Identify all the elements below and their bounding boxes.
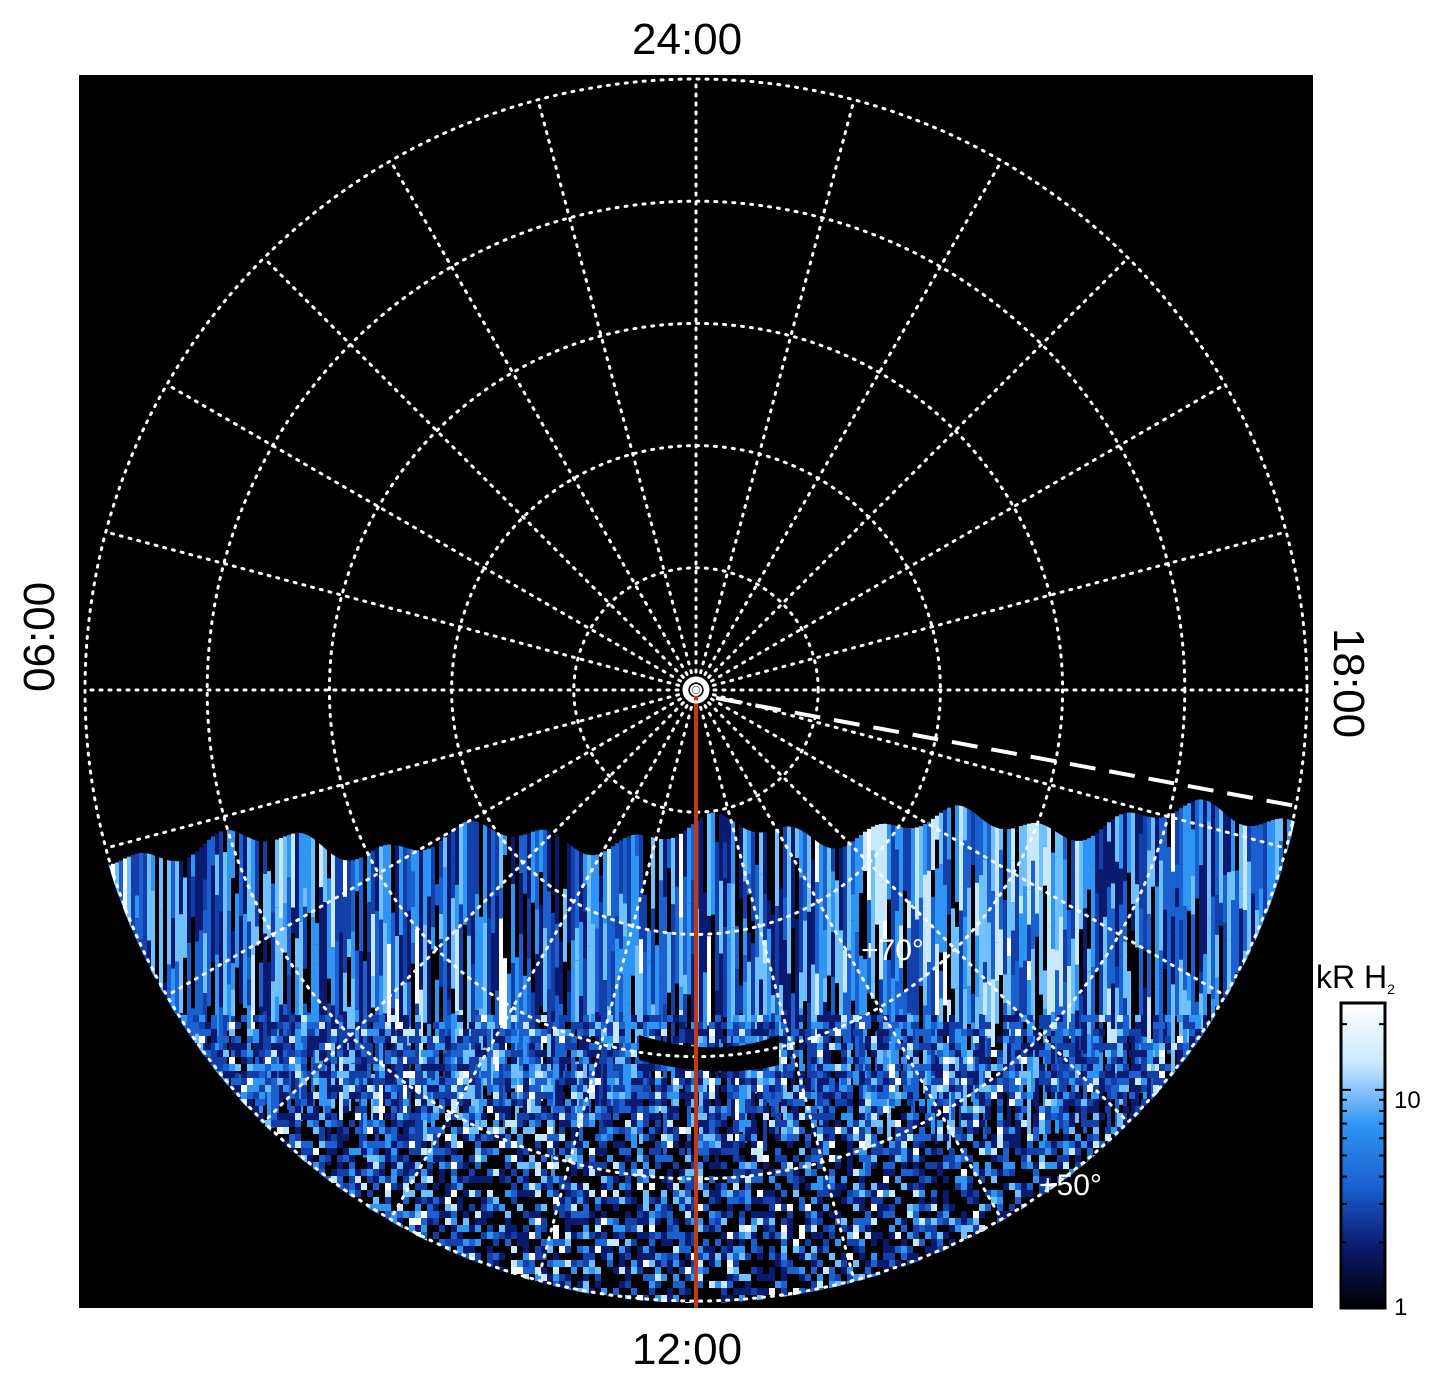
colorbar-ticks <box>1341 1023 1385 1244</box>
meridian-21 <box>262 256 698 692</box>
colorbar-tick-10: 10 <box>1394 1087 1421 1114</box>
pole-outer-ring <box>682 676 710 704</box>
meridian-11 <box>694 688 856 1282</box>
local-time-label-left: 06:00 <box>15 581 64 692</box>
meridian-14 <box>389 688 698 1221</box>
meridian-8 <box>694 688 1227 997</box>
meridian-5 <box>694 530 1288 692</box>
meridian-16 <box>165 688 698 997</box>
meridian-4 <box>694 383 1227 692</box>
meridian-13 <box>536 688 698 1282</box>
meridian-10 <box>694 688 1003 1221</box>
colorbar: kR H2 10 1 <box>1316 960 1421 1320</box>
meridian-20 <box>165 383 698 692</box>
local-time-label-bottom: 12:00 <box>632 1325 743 1374</box>
meridian-7 <box>694 688 1288 850</box>
meridian-15 <box>262 688 698 1124</box>
dashed-boundary-line <box>715 696 1302 809</box>
ring-annotation-50: +50° <box>1039 1169 1102 1202</box>
meridian-1 <box>694 98 856 692</box>
meridian-9 <box>694 688 1130 1124</box>
pole-inner-ring <box>690 684 702 696</box>
colorbar-tick-1: 1 <box>1394 1294 1407 1320</box>
meridian-3 <box>694 256 1130 692</box>
latitude-ring-40 <box>83 77 1309 1303</box>
overlay-layer: +70° +50° <box>682 676 1302 1308</box>
local-time-label-top: 24:00 <box>632 15 743 64</box>
meridian-22 <box>389 159 698 692</box>
colorbar-label: kR H2 <box>1316 960 1395 997</box>
polar-plot: +70° +50° <box>79 75 1313 1308</box>
local-time-label-right: 18:00 <box>1324 628 1373 739</box>
colorbar-bar <box>1339 1001 1387 1310</box>
colorbar-label-sub: 2 <box>1387 981 1395 997</box>
meridian-17 <box>104 688 698 850</box>
meridian-2 <box>694 159 1003 692</box>
ring-annotation-70: +70° <box>861 934 924 967</box>
colorbar-label-main: kR H <box>1316 960 1387 995</box>
meridian-19 <box>104 530 698 692</box>
meridian-23 <box>536 98 698 692</box>
